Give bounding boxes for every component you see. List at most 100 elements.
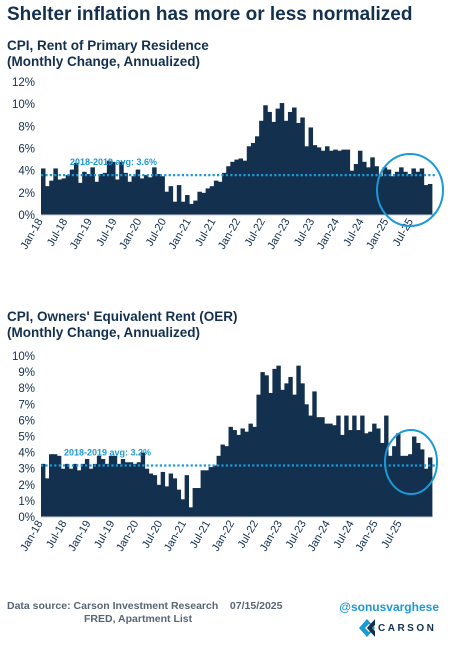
bar-7 — [68, 468, 74, 517]
x-tick-label-13: Jul-24 — [341, 217, 366, 249]
bar-65 — [300, 383, 305, 517]
bar-3 — [53, 168, 58, 215]
y-tick-label-7: 7% — [18, 399, 35, 411]
bar-0 — [41, 463, 46, 517]
bar-79 — [366, 167, 371, 215]
bar-42 — [213, 180, 219, 215]
rent-chart: 0% 2% 4% 6% 8% 10% 12% 2018-2019 avg: 3.6% Jan-1… — [12, 77, 444, 252]
bar-24 — [139, 178, 145, 215]
bar-11 — [84, 459, 90, 517]
bar-2 — [48, 454, 54, 517]
bar-37 — [188, 507, 194, 517]
bar-54 — [256, 394, 261, 517]
bar-57 — [268, 393, 273, 517]
x-tick-label-6: Jan-21 — [167, 216, 194, 251]
bar-58 — [279, 103, 285, 215]
bar-59 — [283, 120, 289, 215]
y-tick-label-2: 4% — [18, 166, 35, 178]
y-tick-label-0: 0% — [18, 210, 35, 222]
bar-51 — [244, 431, 249, 517]
bar-94 — [416, 442, 421, 517]
bar-8 — [72, 463, 78, 517]
y-tick-label-6: 6% — [18, 415, 35, 427]
bar-41 — [209, 186, 215, 215]
bar-11 — [86, 173, 91, 215]
bar-68 — [312, 391, 317, 517]
bar-54 — [263, 105, 268, 215]
y-tick-label-8: 8% — [18, 383, 35, 395]
x-tick-label-2: Jan-19 — [66, 519, 93, 554]
bar-17 — [110, 161, 116, 215]
bar-6 — [64, 463, 70, 517]
x-tick-label-10: Jan-23 — [265, 216, 292, 251]
bar-22 — [131, 176, 137, 215]
y-tick-label-5: 5% — [18, 432, 35, 444]
x-tick-label-12: Jan-24 — [306, 519, 333, 554]
bar-83 — [372, 423, 377, 517]
bar-75 — [340, 434, 345, 517]
bar-17 — [108, 455, 114, 517]
bar-30 — [160, 471, 166, 517]
highlight-circle — [376, 153, 444, 227]
bar-60 — [287, 111, 293, 215]
bar-49 — [236, 434, 241, 517]
bar-70 — [320, 417, 325, 517]
bar-38 — [192, 488, 197, 517]
x-tick-label-9: Jul-22 — [243, 216, 268, 248]
bar-33 — [172, 478, 178, 517]
bar-34 — [176, 489, 182, 517]
bar-4 — [56, 455, 62, 517]
bar-62 — [288, 376, 293, 517]
bar-82 — [378, 176, 384, 215]
avg-label: 2018-2019 avg: 3.2% — [64, 447, 151, 457]
bar-56 — [271, 121, 276, 215]
bar-71 — [333, 149, 338, 215]
bar-24 — [136, 462, 142, 517]
bar-7 — [69, 169, 75, 215]
bar-25 — [140, 452, 146, 517]
bar-85 — [390, 176, 396, 215]
bar-45 — [220, 444, 225, 517]
carson-brand-text: CARSON — [378, 623, 437, 634]
x-tick-label-7: Jul-21 — [188, 519, 213, 551]
bar-67 — [316, 147, 322, 215]
bar-48 — [232, 430, 237, 517]
bar-64 — [304, 146, 309, 215]
x-tick-label-14: Jan-25 — [364, 217, 391, 252]
bar-13 — [92, 463, 98, 517]
y-tick-label-4: 8% — [18, 121, 35, 133]
bar-15 — [102, 172, 108, 215]
chart-2-title-line1: CPI, Owners' Equivalent Rent (OER) — [7, 309, 238, 324]
bar-40 — [205, 188, 211, 215]
bar-27 — [148, 473, 154, 517]
bar-41 — [204, 470, 209, 517]
bar-21 — [127, 181, 132, 215]
y-tick-label-9: 9% — [18, 367, 35, 379]
bar-44 — [216, 455, 221, 517]
bar-37 — [193, 200, 198, 215]
x-tick-label-1: Jul-18 — [45, 217, 70, 249]
bar-90 — [411, 168, 416, 215]
bar-12 — [88, 468, 94, 517]
x-tick-label-3: Jul-19 — [94, 216, 119, 248]
bar-61 — [292, 107, 297, 215]
twitter-handle[interactable]: @sonusvarghese — [339, 600, 439, 614]
bar-79 — [356, 430, 361, 517]
avg-label: 2018-2019 avg: 3.6% — [70, 157, 157, 167]
bar-97 — [428, 457, 433, 517]
bar-26 — [144, 468, 150, 517]
bar-72 — [337, 150, 342, 215]
bar-59 — [276, 365, 281, 517]
carson-logo-icon — [359, 619, 375, 637]
bar-50 — [246, 146, 252, 215]
bar-43 — [217, 181, 223, 215]
bar-28 — [152, 475, 158, 517]
x-tick-label-11: Jul-23 — [292, 217, 317, 249]
bar-77 — [357, 150, 363, 215]
bar-69 — [324, 146, 330, 215]
bar-31 — [168, 186, 174, 215]
bar-16 — [106, 160, 112, 215]
bar-43 — [212, 465, 217, 517]
x-tick-label-4: Jan-20 — [114, 519, 141, 554]
data-source-line2: FRED, Apartment List — [84, 613, 193, 625]
